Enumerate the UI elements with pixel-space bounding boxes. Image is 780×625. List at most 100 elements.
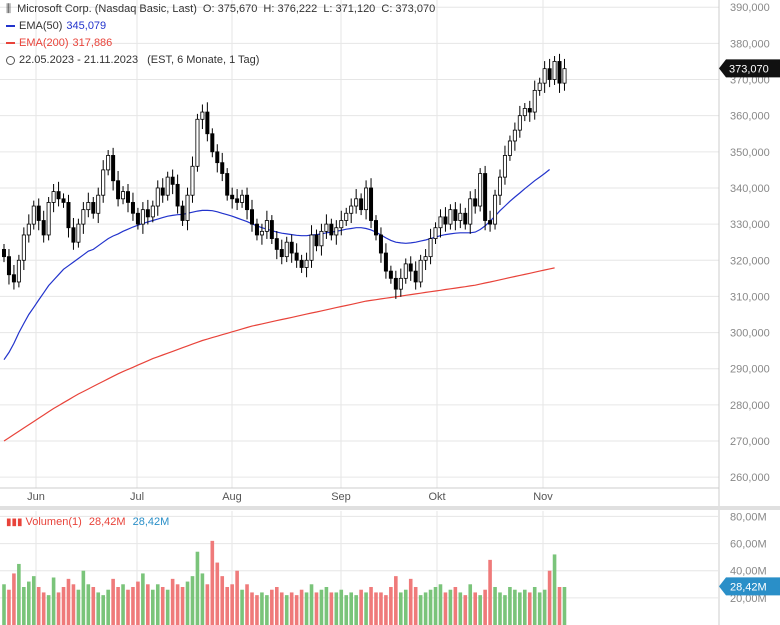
y-tick-label: 330,000 xyxy=(730,219,770,231)
volume-bar xyxy=(433,587,438,625)
candle-body xyxy=(6,256,11,276)
volume-bar xyxy=(542,589,547,625)
ema50-line xyxy=(3,169,550,361)
x-tick-label: Jun xyxy=(27,491,45,503)
candle-body xyxy=(81,209,86,225)
volume-bar xyxy=(523,589,527,625)
volume-bar xyxy=(418,595,423,625)
volume-bar xyxy=(443,592,448,625)
volume-badge xyxy=(719,577,780,596)
volume-bar xyxy=(379,592,383,625)
ema200-line xyxy=(3,267,555,442)
candle-body xyxy=(443,216,448,225)
volume-value-blue: 28,42M xyxy=(132,516,170,528)
volume-bar xyxy=(557,587,562,625)
volume-bar xyxy=(364,592,368,625)
volume-bar xyxy=(527,592,532,625)
volume-bar xyxy=(111,578,115,625)
candle-body xyxy=(175,183,180,207)
candle-body xyxy=(383,252,388,272)
candle-body xyxy=(522,108,527,117)
ema50-legend[interactable]: EMA(50) 345,079 xyxy=(6,20,106,32)
candle-body xyxy=(284,241,289,258)
date-range: 22.05.2023 - 21.11.2023 xyxy=(19,54,139,66)
candle-body xyxy=(552,61,557,80)
y-tick-label: 390,000 xyxy=(730,2,770,14)
close-value: C: 373,070 xyxy=(381,3,436,15)
candle-body xyxy=(488,220,493,225)
candle-body xyxy=(106,155,111,171)
candle-body xyxy=(269,220,274,239)
volume-bar xyxy=(547,570,552,625)
candle-body xyxy=(413,270,418,283)
volume-tick-label: 20,00M xyxy=(730,593,767,605)
candle-body xyxy=(61,198,66,203)
candle-body xyxy=(408,263,413,272)
volume-bar xyxy=(170,578,175,625)
volume-bar xyxy=(399,592,403,625)
ema50-value: 345,079 xyxy=(66,20,107,32)
candle-body xyxy=(532,89,537,113)
volume-bar xyxy=(314,592,319,625)
candle-body xyxy=(51,191,56,203)
candle-body xyxy=(145,209,150,218)
candle-body xyxy=(264,220,269,232)
volume-badge-label: 28,42M xyxy=(730,581,767,593)
volume-bar xyxy=(121,584,125,625)
candle-body xyxy=(130,202,135,214)
volume-bar xyxy=(56,592,61,625)
volume-bar xyxy=(508,587,512,625)
candle-body xyxy=(433,227,438,239)
volume-bar xyxy=(279,592,284,625)
ema200-legend[interactable]: EMA(200) 317,886 xyxy=(6,37,112,49)
candle-body xyxy=(245,194,250,211)
candle-body xyxy=(76,223,81,243)
volume-bar xyxy=(41,592,46,625)
candle-body xyxy=(230,194,235,200)
candle-body xyxy=(26,223,31,236)
volume-bar xyxy=(36,587,41,625)
volume-bar xyxy=(562,587,567,625)
candle-body xyxy=(21,234,26,261)
volume-bar xyxy=(131,587,135,625)
candle-body xyxy=(155,187,160,207)
candle-body xyxy=(121,191,126,200)
y-tick-label: 370,000 xyxy=(730,75,770,87)
volume-bar xyxy=(190,576,195,625)
volume-label: Volumen(1) xyxy=(25,516,82,528)
volume-bar xyxy=(165,589,170,625)
candle-body xyxy=(393,277,398,290)
candle-body xyxy=(364,187,369,211)
low-value: L: 371,120 xyxy=(323,3,376,15)
candle-body xyxy=(418,259,423,283)
ema50-swatch xyxy=(6,25,15,28)
ema200-swatch xyxy=(6,42,15,45)
volume-bar xyxy=(294,595,299,625)
volume-bar xyxy=(31,576,36,625)
volume-bar xyxy=(195,551,200,625)
candle-body xyxy=(235,198,240,203)
volume-bar xyxy=(7,589,11,625)
candle-body xyxy=(329,223,334,236)
volume-bar xyxy=(180,587,185,625)
candle-body xyxy=(180,205,185,221)
candle-body xyxy=(71,227,76,243)
volume-bar xyxy=(408,578,413,625)
volume-bar xyxy=(220,576,225,625)
candle-body xyxy=(2,249,7,258)
volume-bar xyxy=(96,592,101,625)
x-tick-label: Jul xyxy=(130,491,144,503)
volume-icon: ▮▮▮ xyxy=(6,517,23,528)
candle-body xyxy=(299,259,304,268)
candle-body xyxy=(31,205,36,225)
volume-bar xyxy=(185,581,190,625)
ema50-label: EMA(50) xyxy=(19,20,63,32)
candle-body xyxy=(369,187,374,221)
volume-bar xyxy=(384,595,388,625)
candle-body xyxy=(359,198,364,211)
volume-legend[interactable]: ▮▮▮ Volumen(1) 28,42M 28,42M xyxy=(6,516,169,528)
volume-bar xyxy=(354,595,358,625)
candle-body xyxy=(165,176,170,196)
volume-bar xyxy=(374,592,378,625)
candle-body xyxy=(274,238,279,250)
